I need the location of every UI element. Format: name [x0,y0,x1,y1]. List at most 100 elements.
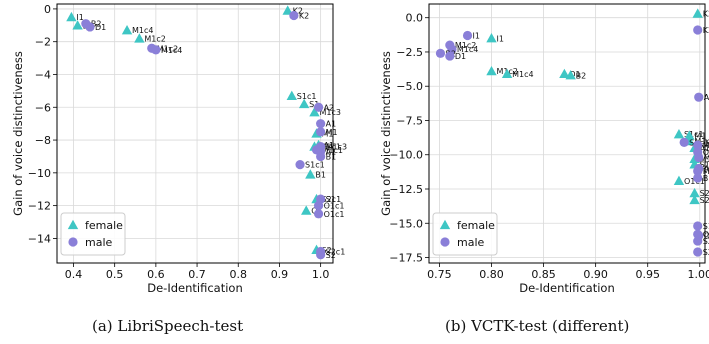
data-point-female [673,128,685,139]
y-axis-label: Gain of voice distinctiveness [11,51,25,216]
data-label: M1c4 [132,26,153,35]
x-tick-label: 0.7 [188,268,206,281]
data-label: A1 [326,120,337,129]
data-label: S1c1 [684,130,704,139]
chart-vctk: 0.75 0.80 0.85 0.90 0.95 1.00 0.0 −2.5 −5.0 −7.5 −… [379,3,709,295]
y-tick-label: −12.5 [389,183,423,196]
data-point-male [693,140,703,150]
data-point-male [151,45,161,55]
data-label: M1 [322,130,334,139]
legend-marker-male [440,237,450,247]
data-label: S2 [322,246,332,255]
data-label: S2c1 [322,195,342,204]
data-label: M1c4 [457,45,478,54]
data-point-female [501,68,513,79]
data-point-male [313,201,324,211]
x-tick-label: 0.6 [147,268,165,281]
data-label: I1 [473,32,480,41]
data-label: O1 [703,148,709,157]
x-axis-label: De-Identification [519,281,614,295]
data-point-male [316,151,326,162]
y-tick-label: −8 [35,134,51,147]
data-label: M1 [704,153,709,162]
data-label: S1 [309,100,319,109]
x-tick-label: 0.85 [531,268,556,281]
data-point-male [679,137,689,148]
data-label: A1 [704,164,709,173]
data-label: M1c4 [161,46,182,55]
data-point-female [298,98,310,109]
data-point-male [462,30,473,41]
data-label: M1c3 [694,137,709,146]
data-point-female [689,187,700,198]
data-label: B1 [326,152,337,161]
data-point-female [559,68,570,79]
data-point-female [282,5,293,15]
y-tick-label: −2.5 [396,46,423,59]
data-label: M1c3 [326,143,347,152]
data-label: O1c1 [684,177,705,186]
data-point-male [694,152,704,163]
caption-vctk: (b) VCTK-test (different) [445,317,630,335]
y-tick-label: −2 [35,36,51,49]
legend-marker-female [67,219,79,230]
data-point-female [134,33,145,43]
data-label: A2 [324,103,335,112]
data-point-female [72,20,83,30]
y-tick-label: −5.0 [396,80,423,93]
data-label: I1 [496,34,503,43]
data-point-male [693,236,703,246]
data-label: M1c4 [512,70,533,79]
legend-label: female [85,219,123,232]
data-label: D1 [95,23,106,32]
y-tick-label: −6 [35,101,51,114]
data-label: S1 [703,222,709,231]
data-point-male [693,166,703,176]
data-label: M1c3 [703,167,709,176]
x-tick-label: 0.5 [106,268,124,281]
data-label: B1 [703,174,709,183]
data-point-female [565,70,576,80]
data-label: S2 [700,196,709,205]
data-point-male [313,102,324,112]
data-label: A1 [700,144,709,153]
legend: female male [432,212,498,256]
y-tick-label: −14 [28,232,51,245]
x-tick-label: 1.0 [312,268,330,281]
legend-label: male [85,236,113,249]
data-point-male [85,22,95,32]
data-point-male [693,247,703,257]
data-point-female [305,169,316,179]
x-tick-label: 1.00 [688,268,709,281]
y-axis-label: Gain of voice distinctiveness [379,51,393,216]
data-point-female [309,106,320,117]
legend-box [432,212,498,256]
data-label: M1c2 [157,44,178,53]
data-point-female [486,65,497,76]
data-label: B2 [576,71,587,80]
data-label: M1 [694,132,706,141]
data-label: B1 [315,170,326,179]
y-tick-label: −10 [28,167,51,180]
x-tick-label: 0.80 [479,268,504,281]
data-point-male [693,221,703,231]
data-point-male [693,25,703,35]
y-tick-label: −4 [35,68,51,81]
x-axis-label: De-Identification [147,281,242,295]
y-tick-label: −17.5 [389,252,423,265]
y-tick-label: −12 [28,200,51,213]
data-point-male [694,92,704,102]
data-label: K2 [293,7,303,16]
data-label: K2 [703,26,709,35]
data-point-female [673,175,685,185]
data-label: A2 [704,93,709,102]
data-point-female [692,8,703,18]
y-tick-label: −10.0 [389,149,423,162]
data-label: M1c2 [144,34,165,43]
data-point-male [435,48,446,58]
caption-librispeech: (a) LibriSpeech-test [92,317,244,335]
data-point-male [289,10,299,21]
data-point-female [684,130,695,140]
data-label: M1 [326,128,338,137]
